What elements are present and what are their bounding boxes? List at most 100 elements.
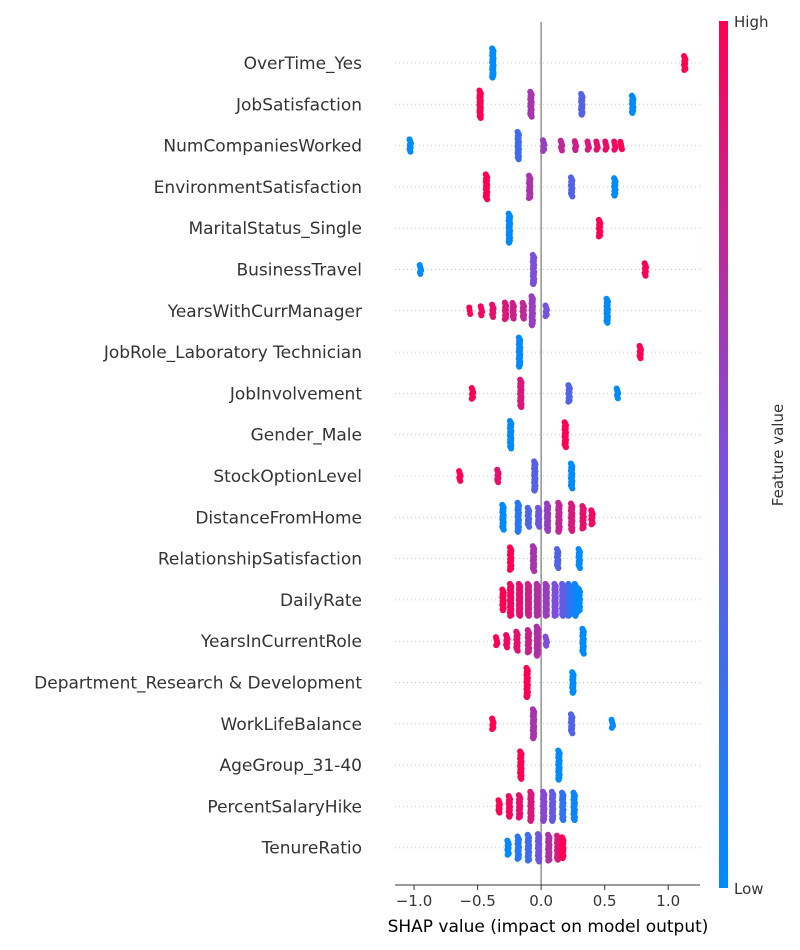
data-point: [604, 319, 611, 326]
data-point: [555, 776, 562, 783]
feature-label: WorkLifeBalance: [221, 715, 363, 735]
data-point: [524, 857, 531, 864]
data-point: [569, 485, 576, 492]
data-point: [477, 115, 484, 122]
data-point: [629, 110, 636, 117]
data-point: [457, 477, 464, 484]
data-point: [533, 612, 540, 619]
data-point: [580, 650, 587, 657]
data-point: [517, 612, 524, 619]
data-point: [569, 730, 576, 737]
feature-label: JobRole_Laboratory Technician: [103, 343, 362, 363]
data-point: [563, 444, 570, 451]
data-point: [530, 735, 537, 742]
data-point: [507, 612, 514, 619]
x-tick-label: 1.0: [656, 892, 680, 910]
data-point: [681, 67, 688, 74]
data-point: [540, 818, 547, 824]
feature-labels: OverTime_Yes JobSatisfaction NumCompaniesW…: [34, 54, 362, 859]
data-point: [515, 528, 522, 535]
data-point: [518, 404, 525, 411]
feature-label: OverTime_Yes: [244, 54, 363, 74]
data-point: [579, 525, 586, 532]
data-point: [558, 147, 565, 154]
data-point: [496, 809, 503, 816]
colorbar: [719, 21, 728, 888]
data-point: [518, 775, 525, 782]
data-point: [549, 818, 556, 824]
x-tick-label: 0.0: [529, 892, 553, 910]
data-point: [555, 565, 562, 572]
data-point: [572, 612, 579, 619]
feature-label: TenureRatio: [261, 839, 362, 859]
feature-label: JobInvolvement: [229, 384, 362, 404]
feature-label: YearsWithCurrManager: [167, 302, 362, 322]
data-point: [407, 148, 414, 155]
feature-label: DailyRate: [280, 591, 362, 611]
data-point: [572, 147, 579, 154]
data-point: [614, 395, 621, 402]
data-point: [531, 487, 538, 494]
data-point: [495, 479, 502, 486]
scatter-points: [406, 45, 689, 865]
data-point: [525, 195, 532, 202]
feature-label: PercentSalaryHike: [207, 797, 362, 817]
data-point: [588, 521, 595, 528]
data-point: [534, 652, 541, 659]
data-point: [504, 851, 511, 858]
data-point: [467, 311, 474, 318]
data-point: [536, 858, 543, 865]
data-point: [489, 726, 496, 733]
data-point: [571, 817, 578, 824]
data-point: [510, 315, 517, 322]
x-tick-label: −1.0: [396, 892, 432, 910]
feature-label: Gender_Male: [251, 426, 362, 446]
feature-label: Department_Research & Development: [34, 674, 362, 694]
feature-label: AgeGroup_31-40: [219, 756, 362, 776]
data-point: [637, 355, 644, 362]
data-point: [526, 523, 533, 530]
data-point: [569, 689, 576, 696]
data-point: [500, 526, 507, 533]
data-point: [525, 612, 532, 619]
feature-label: MaritalStatus_Single: [188, 219, 362, 239]
x-axis-label: SHAP value (impact on model output): [388, 917, 709, 937]
data-point: [528, 113, 535, 120]
data-point: [565, 398, 572, 405]
data-point: [559, 855, 566, 862]
data-point: [508, 445, 515, 452]
feature-label: DistanceFromHome: [195, 508, 362, 528]
data-point: [602, 146, 609, 153]
colorbar-high-label: High: [734, 13, 768, 31]
colorbar-title: Feature value: [769, 404, 787, 506]
feature-label: JobSatisfaction: [235, 95, 362, 115]
data-point: [417, 271, 424, 278]
data-point: [506, 566, 513, 573]
x-tick-label: −0.5: [459, 892, 495, 910]
data-point: [493, 642, 500, 649]
data-point: [569, 528, 576, 535]
data-point: [500, 607, 507, 614]
data-point: [527, 818, 534, 824]
data-point: [577, 565, 584, 572]
data-point: [516, 363, 523, 370]
data-point: [545, 857, 552, 864]
data-point: [468, 395, 475, 402]
data-point: [515, 814, 522, 821]
data-point: [543, 642, 550, 649]
data-point: [569, 193, 576, 200]
data-point: [539, 147, 546, 154]
feature-label: StockOptionLevel: [213, 467, 362, 487]
data-point: [515, 156, 522, 163]
colorbar-low-label: Low: [734, 880, 764, 898]
data-point: [551, 612, 558, 619]
data-point: [560, 612, 566, 619]
data-point: [618, 146, 625, 153]
data-point: [542, 313, 549, 320]
data-point: [554, 856, 561, 863]
data-point: [490, 314, 497, 320]
data-point: [565, 612, 572, 619]
data-point: [575, 608, 582, 615]
data-point: [608, 724, 615, 731]
